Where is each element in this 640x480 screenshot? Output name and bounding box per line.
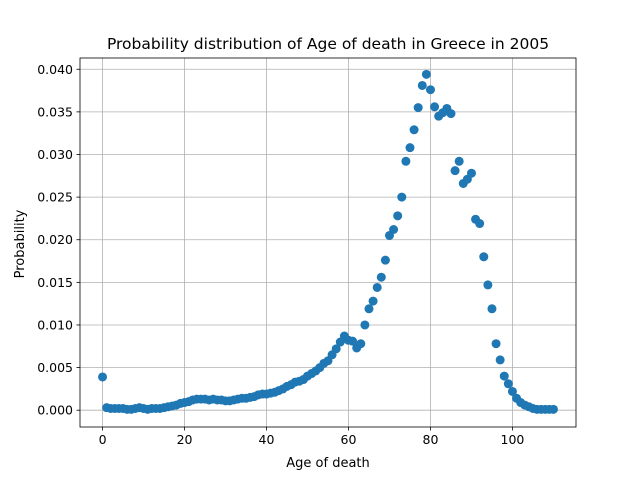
data-point <box>450 166 460 176</box>
y-tick-label: 0.020 <box>37 232 73 247</box>
y-tick-label: 0.000 <box>37 403 73 418</box>
chart-title: Probability distribution of Age of death… <box>107 35 549 53</box>
data-point <box>507 386 517 396</box>
y-axis-label: Probability <box>13 209 28 278</box>
data-point <box>548 404 558 414</box>
data-point <box>446 109 456 119</box>
data-points <box>98 69 558 414</box>
x-tick-label: 80 <box>423 432 439 447</box>
data-point <box>401 156 411 166</box>
data-point <box>430 102 440 112</box>
data-point <box>372 282 382 292</box>
data-point <box>368 296 378 306</box>
y-tick-label: 0.035 <box>37 104 73 119</box>
data-point <box>364 304 374 314</box>
y-tick-label: 0.025 <box>37 190 73 205</box>
data-point <box>348 336 358 346</box>
x-axis-label: Age of death <box>286 456 370 471</box>
data-point <box>425 85 435 95</box>
data-point <box>98 372 108 382</box>
data-point <box>499 371 509 381</box>
data-point <box>413 103 423 113</box>
data-point <box>380 255 390 265</box>
data-point <box>393 211 403 221</box>
data-point <box>495 355 505 365</box>
data-point <box>491 339 501 349</box>
data-point <box>503 379 513 389</box>
axis-ticks: 0 20 40 60 80 100 0.000 0.005 0.010 0.015 0.020 0.0… <box>37 62 524 447</box>
data-point <box>397 192 407 202</box>
y-tick-label: 0.010 <box>37 317 73 332</box>
data-point <box>421 69 431 79</box>
y-tick-label: 0.030 <box>37 147 73 162</box>
data-point <box>331 344 341 354</box>
data-point <box>409 125 419 135</box>
x-tick-label: 20 <box>177 432 193 447</box>
x-tick-label: 100 <box>501 432 525 447</box>
y-tick-label: 0.005 <box>37 360 73 375</box>
data-point <box>475 219 485 229</box>
y-tick-label: 0.015 <box>37 275 73 290</box>
data-point <box>360 320 370 330</box>
x-tick-label: 40 <box>259 432 275 447</box>
data-point <box>417 80 427 90</box>
data-point <box>356 339 366 349</box>
data-point <box>405 143 415 153</box>
data-point <box>466 168 476 178</box>
x-tick-label: 60 <box>341 432 357 447</box>
data-point <box>479 252 489 262</box>
axes-frame <box>79 57 577 428</box>
x-tick-label: 0 <box>99 432 107 447</box>
data-point <box>389 225 399 235</box>
data-point <box>454 156 464 166</box>
gridlines <box>80 58 576 427</box>
data-point <box>483 280 493 290</box>
data-point <box>487 304 497 314</box>
data-point <box>376 272 386 282</box>
y-tick-label: 0.040 <box>37 62 73 77</box>
